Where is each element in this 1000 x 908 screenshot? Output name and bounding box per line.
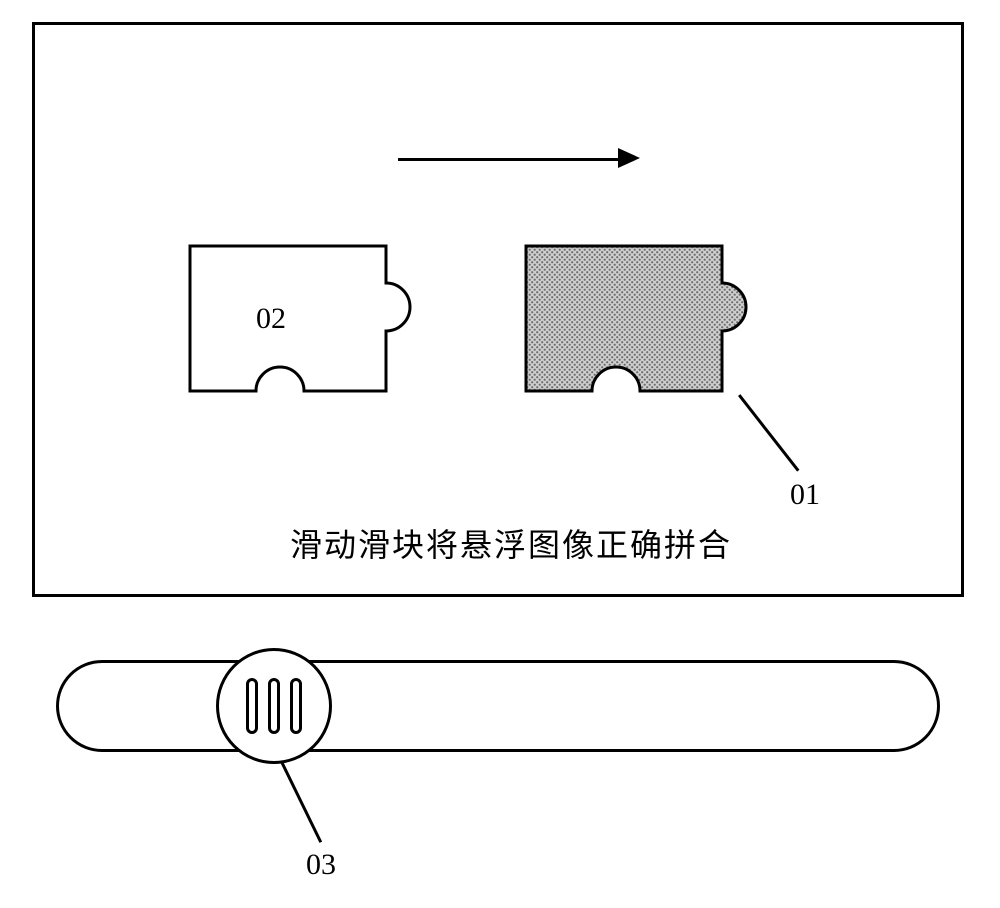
arrow-shaft xyxy=(398,158,620,161)
puzzle-target-shape xyxy=(522,242,752,402)
slider-grip-icon xyxy=(246,678,258,734)
arrow-head-icon xyxy=(618,148,640,168)
puzzle-slot-target xyxy=(522,242,752,407)
callout-03-label: 03 xyxy=(306,848,336,882)
captcha-stage xyxy=(32,22,964,597)
callout-01-label: 01 xyxy=(790,478,820,512)
slider-grip-icon xyxy=(268,678,280,734)
puzzle-source-shape xyxy=(186,242,416,402)
slider-grip-icon xyxy=(290,678,302,734)
callout-03-leader xyxy=(280,761,322,843)
puzzle-piece-source[interactable]: 02 xyxy=(186,242,416,407)
slider-track[interactable] xyxy=(56,660,940,752)
instruction-caption: 滑动滑块将悬浮图像正确拼合 xyxy=(290,520,732,566)
puzzle-source-label: 02 xyxy=(256,302,286,336)
